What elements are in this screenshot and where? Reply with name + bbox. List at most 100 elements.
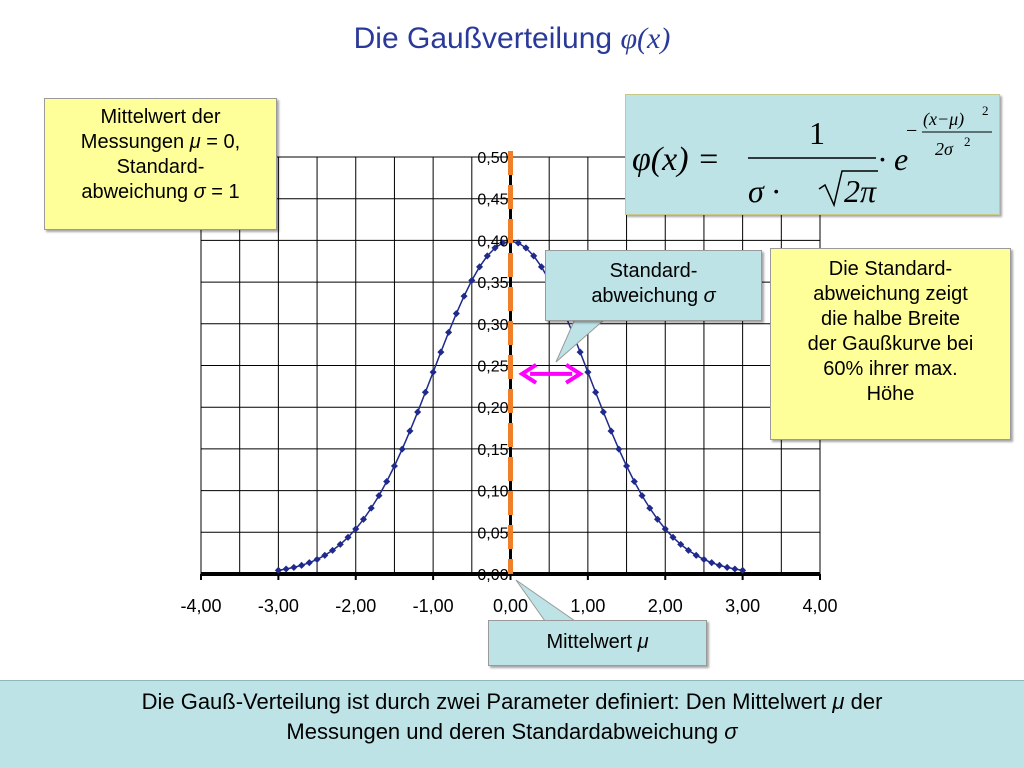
data-point <box>421 388 429 396</box>
data-point <box>445 328 453 336</box>
data-point <box>653 515 662 523</box>
formula-denominator-root: 2π <box>844 173 877 209</box>
data-point <box>321 551 329 559</box>
formula-denominator-sigma: σ · <box>748 173 780 209</box>
data-point <box>398 445 406 453</box>
data-point <box>499 239 507 247</box>
y-tick-label: 0,50 <box>477 150 508 167</box>
std-arrow <box>518 363 584 385</box>
y-tick-label: 0,10 <box>477 484 508 501</box>
data-point <box>715 561 723 569</box>
data-point <box>290 563 298 571</box>
mean-info-box: Mittelwert der Messungen μ = 0, Standard… <box>44 98 277 230</box>
formula-numerator: 1 <box>809 115 825 151</box>
std-width-info-box: Die Standard- abweichung zeigt die halbe… <box>770 248 1011 440</box>
data-point <box>661 525 669 533</box>
data-point <box>344 533 352 541</box>
x-tick-label: 4,00 <box>802 596 837 616</box>
data-point <box>274 566 282 574</box>
data-point <box>336 540 344 548</box>
x-tick-labels: -4,00 -3,00 -2,00 -1,00 0,00 1,00 2,00 3,00 4,00 <box>180 596 837 616</box>
x-tick-label: -3,00 <box>258 596 299 616</box>
data-point <box>607 427 615 435</box>
data-point <box>390 462 398 470</box>
data-point <box>313 555 321 563</box>
std-callout-pointer <box>555 318 607 363</box>
data-point <box>684 546 692 554</box>
data-point <box>615 445 623 453</box>
formula-box: φ(x) = 1 σ · 2π · e − (x−μ) 2 2σ 2 <box>625 94 1000 215</box>
formula-exp-denominator: 2σ <box>935 139 954 159</box>
formula-exp-numerator-power: 2 <box>982 103 989 118</box>
data-point <box>731 565 739 573</box>
y-tick-label: 0,35 <box>477 275 508 292</box>
y-tick-label: 0,05 <box>477 525 508 542</box>
formula-exp-sign: − <box>906 120 917 142</box>
data-point <box>522 244 530 252</box>
data-point <box>514 239 522 247</box>
y-tick-label: 0,45 <box>477 192 508 209</box>
gauss-curve-series <box>274 237 747 574</box>
x-tick-label: 1,00 <box>570 596 605 616</box>
data-point <box>646 504 654 512</box>
data-point <box>584 368 592 376</box>
data-point <box>305 559 313 567</box>
y-tick-label: 0,20 <box>477 400 508 417</box>
y-tick-label: 0,15 <box>477 442 508 459</box>
mean-callout: Mittelwert μ <box>488 620 707 666</box>
x-tick-label: 0,00 <box>493 596 528 616</box>
x-tick-label: -2,00 <box>335 596 376 616</box>
data-point <box>383 477 391 486</box>
formula-exp-numerator: (x−μ) <box>923 109 964 130</box>
formula-exp-denominator-power: 2 <box>964 134 971 149</box>
data-point <box>375 492 383 500</box>
data-point <box>359 515 368 523</box>
gauss-chart: 0,00 0,05 0,10 0,15 0,20 0,25 0,30 0,35 0,40 0,45… <box>180 150 838 622</box>
std-callout: Standard- abweichung σ <box>545 250 762 321</box>
data-point <box>739 566 747 574</box>
data-point <box>352 525 360 533</box>
data-point <box>623 462 631 470</box>
data-point <box>537 263 545 271</box>
std-arrow-head-left <box>518 363 538 385</box>
formula-lhs: φ(x) = <box>632 141 720 178</box>
sqrt-sign <box>818 170 878 208</box>
y-tick-label: 0,30 <box>477 317 508 334</box>
data-point <box>700 555 708 563</box>
data-point <box>723 563 731 571</box>
y-tick-label: 0,40 <box>477 233 508 250</box>
data-point <box>638 492 646 500</box>
data-point <box>437 348 445 356</box>
data-point <box>530 252 538 260</box>
data-point <box>599 408 607 416</box>
data-point <box>669 533 677 541</box>
formula: φ(x) = 1 σ · 2π · e − (x−μ) 2 2σ 2 <box>632 103 992 209</box>
data-point <box>677 540 685 548</box>
x-tick-label: -4,00 <box>180 596 221 616</box>
data-point <box>476 263 484 271</box>
y-tick-labels: 0,00 0,05 0,10 0,15 0,20 0,25 0,30 0,35 0,40 0,45… <box>477 150 508 584</box>
y-tick-label: 0,25 <box>477 359 508 376</box>
formula-dot-e: · e <box>878 141 908 177</box>
data-point <box>692 551 700 559</box>
data-point <box>414 408 422 416</box>
page-title: Die Gaußverteilung φ(x) <box>353 22 671 55</box>
data-point <box>367 504 375 512</box>
data-point <box>483 252 491 260</box>
x-tick-label: 2,00 <box>648 596 683 616</box>
data-point <box>298 561 306 569</box>
data-point <box>282 565 290 573</box>
y-tick-label: 0,00 <box>477 567 508 584</box>
data-point <box>460 292 468 300</box>
std-arrow-head-right <box>565 363 584 385</box>
data-point <box>452 310 460 318</box>
x-tick-label: 3,00 <box>725 596 760 616</box>
data-point <box>592 388 600 396</box>
data-point <box>491 244 499 252</box>
data-point <box>708 559 716 567</box>
data-point <box>406 427 414 435</box>
data-point <box>576 348 584 356</box>
data-point <box>329 546 337 554</box>
data-point <box>468 276 476 284</box>
footer-note: Die Gauß-Verteilung ist durch zwei Param… <box>0 680 1024 768</box>
